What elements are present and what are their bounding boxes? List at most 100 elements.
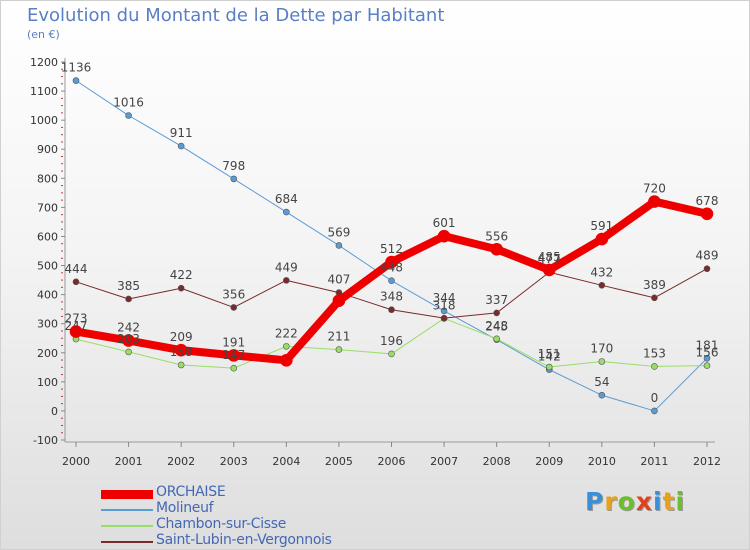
data-label: 209 xyxy=(170,330,193,344)
data-label: 245 xyxy=(485,320,508,334)
y-tick-label: 700 xyxy=(37,201,58,214)
data-label: 181 xyxy=(696,338,719,352)
x-tick-label: 2009 xyxy=(535,455,563,468)
data-label: 248 xyxy=(485,319,508,333)
x-tick-label: 2004 xyxy=(272,455,300,468)
x-tick-label: 2003 xyxy=(220,455,248,468)
data-point xyxy=(545,363,553,371)
data-point xyxy=(703,265,711,273)
data-point xyxy=(174,343,188,357)
data-label: 318 xyxy=(433,298,456,312)
data-label: 142 xyxy=(538,350,561,364)
data-point xyxy=(440,314,448,322)
y-tick-label: 600 xyxy=(37,230,58,243)
y-tick-label: 1100 xyxy=(30,85,58,98)
data-point xyxy=(177,284,185,292)
data-label: 156 xyxy=(696,346,719,360)
data-label: 0 xyxy=(651,391,659,405)
y-tick-label: 1200 xyxy=(30,56,58,69)
data-point xyxy=(598,282,606,289)
x-tick-label: 2002 xyxy=(167,455,195,468)
y-tick-label: 900 xyxy=(37,143,58,156)
data-point xyxy=(332,294,346,308)
x-tick-label: 2012 xyxy=(693,455,721,468)
data-label: 798 xyxy=(222,159,245,173)
data-point xyxy=(703,362,711,369)
legend-label: Molineuf xyxy=(156,500,214,516)
data-point xyxy=(542,263,556,277)
data-label: 569 xyxy=(327,225,350,239)
data-point xyxy=(437,229,451,243)
data-label: 151 xyxy=(538,347,561,361)
data-point xyxy=(335,346,343,353)
y-tick-label: 200 xyxy=(37,347,58,360)
chart-unit: (en €) xyxy=(27,28,60,41)
data-label: 512 xyxy=(380,242,403,256)
data-point xyxy=(388,350,395,358)
data-point xyxy=(440,307,448,315)
legend-label: Chambon-sur-Cisse xyxy=(156,516,287,532)
data-point xyxy=(230,304,238,311)
data-label: 556 xyxy=(485,229,508,243)
y-tick-label: 800 xyxy=(37,172,58,185)
data-label: 337 xyxy=(485,293,508,307)
data-label: 489 xyxy=(696,249,719,263)
data-point xyxy=(335,242,343,249)
data-label: 485 xyxy=(538,250,561,264)
data-label: 449 xyxy=(275,260,298,274)
data-point xyxy=(598,391,606,399)
y-tick-label: 500 xyxy=(37,260,58,273)
y-tick-label: 400 xyxy=(37,289,58,302)
data-point xyxy=(651,407,658,415)
data-label: 444 xyxy=(65,262,88,276)
data-label: 1136 xyxy=(61,61,92,75)
data-point xyxy=(283,343,290,350)
x-tick-label: 2001 xyxy=(115,455,143,468)
data-point xyxy=(283,208,290,216)
data-point xyxy=(230,364,238,372)
data-label: 147 xyxy=(222,348,245,362)
y-tick-label: 0 xyxy=(51,405,58,418)
x-tick-label: 2006 xyxy=(378,455,406,468)
data-point xyxy=(651,363,658,370)
data-label: 196 xyxy=(380,334,403,348)
data-point xyxy=(651,294,658,302)
data-point xyxy=(72,278,80,286)
data-label: 678 xyxy=(696,194,719,208)
data-point xyxy=(122,334,135,347)
data-point xyxy=(388,277,395,284)
data-label: 477 xyxy=(538,252,561,266)
data-point xyxy=(595,232,609,246)
y-tick-label: -100 xyxy=(33,434,58,447)
data-point xyxy=(230,175,238,183)
data-label: 407 xyxy=(327,273,350,287)
data-point xyxy=(648,195,661,208)
data-label: 911 xyxy=(170,126,193,140)
data-point xyxy=(493,309,500,317)
y-tick-label: 100 xyxy=(37,376,58,389)
x-tick-label: 2008 xyxy=(483,455,511,468)
data-point xyxy=(700,207,714,221)
data-label: 211 xyxy=(327,330,350,344)
data-point xyxy=(280,354,293,367)
data-label: 601 xyxy=(433,216,456,230)
proxiti-logo: Proxiti xyxy=(585,487,686,516)
data-label: 720 xyxy=(643,182,666,196)
x-tick-label: 2000 xyxy=(62,455,90,468)
data-point xyxy=(72,77,80,84)
data-point xyxy=(490,242,503,256)
x-tick-label: 2010 xyxy=(588,455,616,468)
data-label: 170 xyxy=(590,341,613,355)
data-label: 432 xyxy=(590,265,613,279)
data-label: 158 xyxy=(170,345,193,359)
legend-label: ORCHAISE xyxy=(156,484,226,500)
x-tick-label: 2005 xyxy=(325,455,353,468)
legend-swatch xyxy=(101,489,153,499)
data-label: 242 xyxy=(117,321,140,335)
data-label: 222 xyxy=(275,326,298,340)
data-point xyxy=(385,255,398,269)
data-label: 348 xyxy=(380,290,403,304)
data-point xyxy=(177,361,185,369)
data-point xyxy=(125,348,132,356)
